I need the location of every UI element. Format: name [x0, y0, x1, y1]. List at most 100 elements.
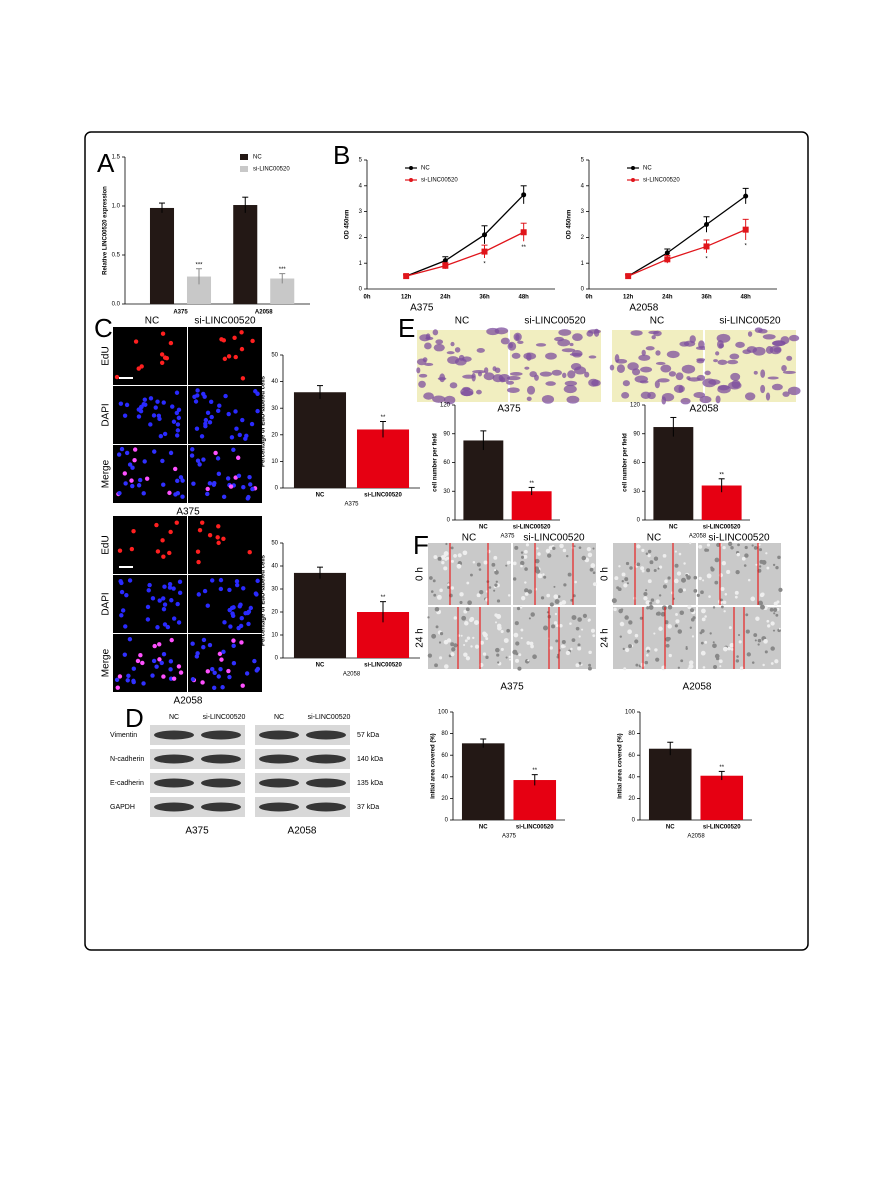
texture — [545, 548, 551, 554]
texture — [710, 567, 715, 572]
texture — [485, 655, 489, 659]
texture — [720, 605, 724, 609]
texture — [457, 553, 462, 558]
cell-blob — [507, 341, 517, 351]
cell-dot — [123, 624, 128, 629]
cell-dot — [217, 651, 223, 657]
cell-blob — [523, 352, 537, 360]
label: A2058 — [288, 826, 317, 837]
label: Merge — [101, 648, 112, 677]
cell-blob — [744, 392, 756, 401]
marker — [703, 243, 710, 250]
texture — [587, 552, 593, 558]
cell-dot — [221, 494, 227, 500]
texture — [528, 617, 531, 620]
texture — [750, 596, 756, 602]
texture — [712, 643, 717, 649]
y-tick-label: 60 — [633, 460, 640, 466]
cell-blob — [449, 382, 458, 389]
texture — [625, 648, 630, 653]
texture — [662, 584, 668, 589]
cell-dot — [122, 652, 128, 657]
texture — [647, 554, 651, 558]
texture — [513, 632, 519, 638]
cell-dot — [239, 640, 244, 645]
cell-dot — [118, 401, 124, 406]
cell-blob — [786, 355, 793, 361]
blot-band — [259, 730, 299, 740]
y-tick-label: 2 — [581, 235, 585, 241]
panel-letter: A — [97, 148, 115, 178]
cell-blob — [416, 367, 421, 374]
texture — [626, 582, 629, 585]
texture — [774, 659, 779, 664]
cell-dot — [231, 661, 237, 666]
cell-dot — [152, 449, 157, 454]
texture — [439, 631, 444, 636]
texture — [644, 660, 649, 665]
cell-dot — [171, 676, 177, 681]
texture — [677, 629, 683, 634]
blot-band — [259, 778, 299, 788]
cell-blob — [545, 381, 556, 386]
texture — [647, 579, 652, 584]
cell-blob — [513, 332, 522, 342]
legend-swatch — [240, 166, 248, 172]
texture — [494, 570, 499, 575]
panel-letter: C — [94, 313, 113, 343]
label: DAPI — [101, 592, 112, 615]
texture — [518, 653, 522, 657]
cell-dot — [212, 685, 217, 690]
y-tick-label: 40 — [441, 774, 448, 780]
significance: ** — [529, 481, 534, 487]
cell-dot — [231, 447, 236, 452]
texture — [653, 632, 656, 635]
cell-dot — [141, 681, 146, 686]
texture — [443, 664, 449, 669]
cell-dot — [161, 400, 166, 405]
blot-band — [154, 778, 194, 788]
cell-blob — [561, 348, 576, 353]
texture — [737, 543, 740, 547]
texture — [588, 650, 592, 655]
texture — [730, 647, 734, 651]
texture — [465, 656, 471, 661]
label: 37 kDa — [357, 804, 379, 811]
cell-blob — [655, 361, 666, 365]
cell-blob — [657, 378, 670, 383]
cell-dot — [130, 465, 135, 470]
texture — [516, 606, 521, 611]
label: NC — [145, 316, 159, 327]
y-tick-label: 30 — [271, 406, 278, 412]
label: si-LINC00520 — [308, 714, 351, 721]
texture — [613, 607, 617, 612]
cell-blob — [715, 351, 720, 356]
texture — [537, 552, 541, 556]
texture — [514, 621, 519, 626]
texture — [704, 548, 708, 552]
texture — [698, 576, 702, 581]
cell-dot — [240, 376, 246, 381]
y-tick-label: 30 — [271, 587, 278, 593]
texture — [667, 636, 671, 641]
cell-dot — [122, 413, 128, 418]
texture — [658, 626, 663, 631]
texture — [534, 558, 540, 564]
texture — [661, 605, 667, 611]
texture — [588, 663, 592, 667]
cell-dot — [195, 393, 200, 398]
texture — [770, 621, 775, 626]
cell-dot — [136, 407, 142, 412]
cell-dot — [133, 339, 139, 344]
texture — [590, 628, 596, 633]
micrograph — [113, 327, 187, 385]
texture — [760, 604, 765, 610]
texture — [577, 646, 582, 651]
cell-blob — [760, 369, 766, 378]
cell-blob — [668, 371, 677, 377]
texture — [624, 577, 629, 582]
cell-dot — [175, 478, 180, 484]
texture — [712, 641, 715, 644]
cell-dot — [178, 475, 184, 480]
texture — [758, 565, 762, 568]
